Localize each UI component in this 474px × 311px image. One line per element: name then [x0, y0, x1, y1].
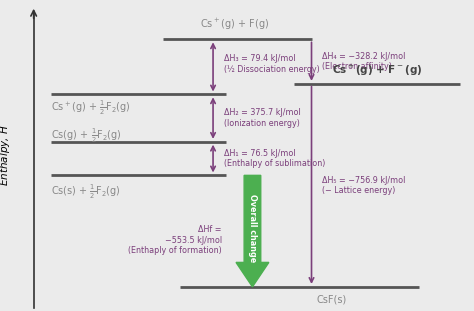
Text: CsF(s): CsF(s): [316, 295, 346, 304]
Text: ΔH₄ = −328.2 kJ/mol
(Electron affinity): ΔH₄ = −328.2 kJ/mol (Electron affinity): [322, 52, 406, 71]
Text: Cs$^+$(g) + F$^-$(g): Cs$^+$(g) + F$^-$(g): [332, 63, 422, 78]
Text: Overall change: Overall change: [248, 194, 257, 262]
FancyArrow shape: [236, 175, 269, 287]
Text: ΔH₁ = 76.5 kJ/mol
(Enthalpy of sublimation): ΔH₁ = 76.5 kJ/mol (Enthalpy of sublimati…: [224, 149, 325, 168]
Text: ΔH₂ = 375.7 kJ/mol
(Ionization energy): ΔH₂ = 375.7 kJ/mol (Ionization energy): [224, 108, 301, 128]
Text: Enthalpy, $H$: Enthalpy, $H$: [0, 125, 12, 186]
Text: Cs(s) + $\mathregular{\frac{1}{2}}$F$\mathregular{_2}$(g): Cs(s) + $\mathregular{\frac{1}{2}}$F$\ma…: [51, 183, 121, 201]
Text: ΔHf =
−553.5 kJ/mol
(Enthaply of formation): ΔHf = −553.5 kJ/mol (Enthaply of formati…: [128, 225, 222, 255]
Text: Cs$^+$(g) + F(g): Cs$^+$(g) + F(g): [200, 17, 270, 32]
Text: ΔH₅ = −756.9 kJ/mol
(− Lattice energy): ΔH₅ = −756.9 kJ/mol (− Lattice energy): [322, 176, 406, 195]
Text: Cs(g) + $\mathregular{\frac{1}{2}}$F$\mathregular{_2}$(g): Cs(g) + $\mathregular{\frac{1}{2}}$F$\ma…: [51, 127, 122, 145]
Text: ΔH₃ = 79.4 kJ/mol
(½ Dissociation energy): ΔH₃ = 79.4 kJ/mol (½ Dissociation energy…: [224, 54, 320, 74]
Text: Cs$^+$(g) + $\mathregular{\frac{1}{2}}$F$\mathregular{_2}$(g): Cs$^+$(g) + $\mathregular{\frac{1}{2}}$F…: [51, 99, 131, 117]
